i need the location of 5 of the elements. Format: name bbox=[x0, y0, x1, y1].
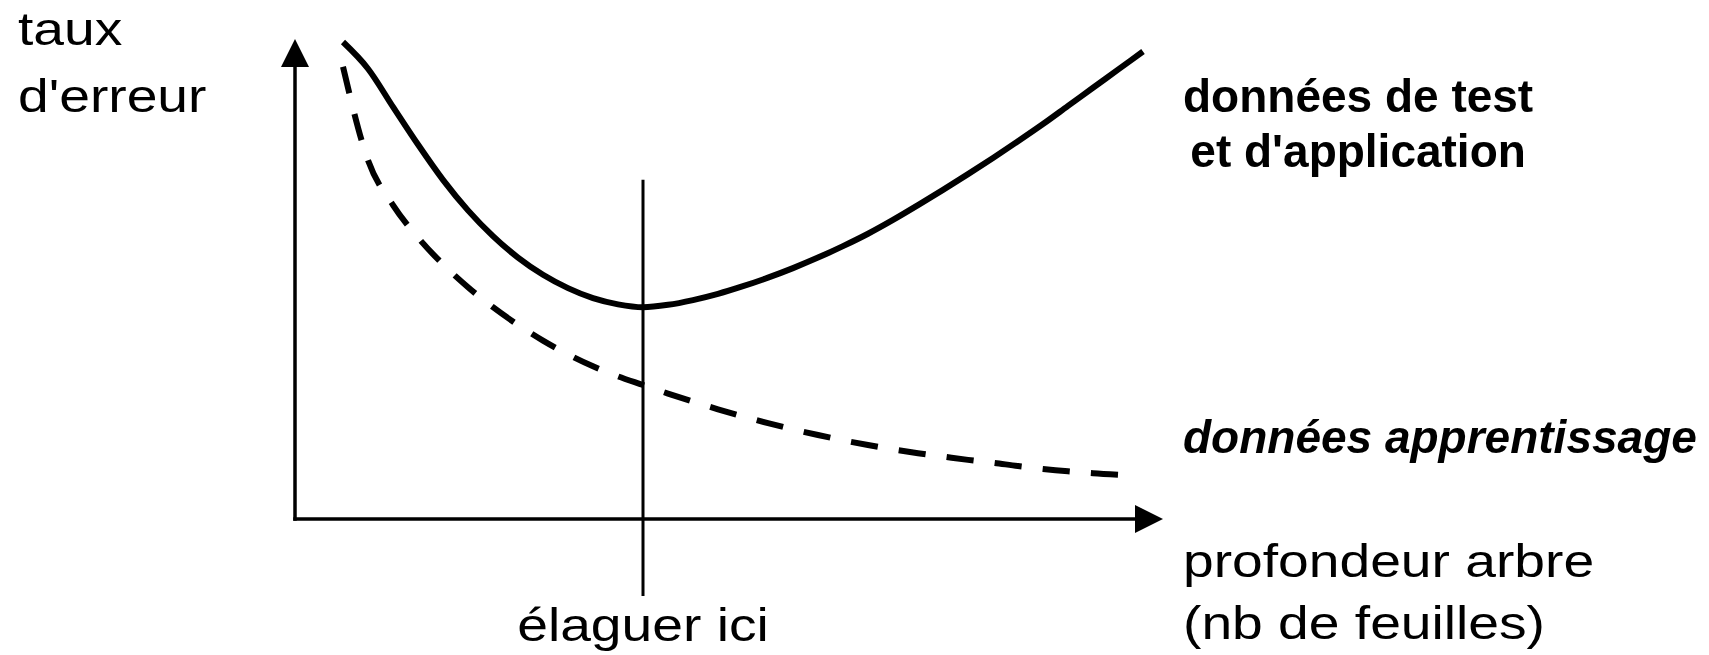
y-axis-title: taux d'erreur bbox=[18, 3, 207, 122]
x-axis-title: profondeur arbre (nb de feuilles) bbox=[1183, 535, 1595, 649]
series-label: données de test et d'application bbox=[1183, 69, 1534, 177]
text: élaguer ici bbox=[517, 599, 769, 651]
series-label: données apprentissage bbox=[1183, 410, 1697, 463]
